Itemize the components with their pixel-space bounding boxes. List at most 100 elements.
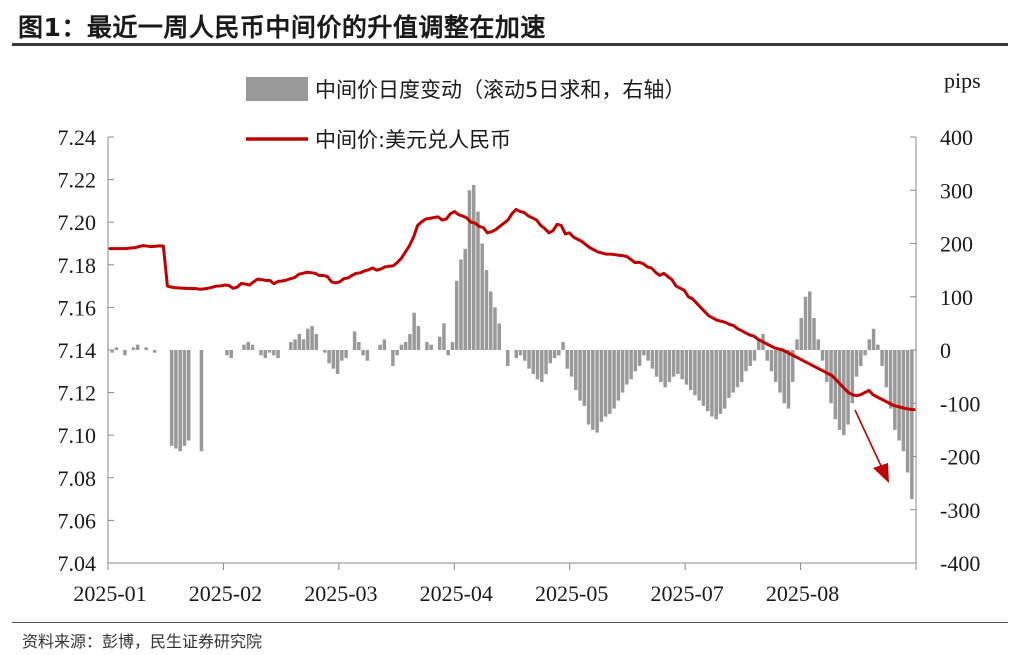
bar [731, 350, 735, 393]
bar [850, 350, 855, 404]
bar [871, 328, 876, 350]
bar [701, 350, 706, 406]
source-note: 资料来源：彭博，民生证券研究院 [22, 632, 263, 651]
left-tick-label: 7.06 [58, 508, 97, 533]
bar [791, 350, 795, 382]
bar [535, 350, 540, 380]
bar [893, 350, 897, 430]
bar [765, 350, 769, 361]
bar [697, 350, 701, 401]
bar [416, 326, 421, 350]
bar [846, 350, 850, 425]
x-tick-label: 2025-07 [650, 581, 723, 606]
right-tick-label: 0 [940, 338, 951, 363]
bar [595, 350, 599, 433]
bar [523, 350, 527, 361]
bar [642, 350, 646, 356]
bar [748, 350, 752, 366]
bar [293, 339, 297, 350]
bar [169, 350, 174, 446]
bar [680, 350, 684, 380]
bar [331, 350, 336, 369]
bar [616, 350, 621, 401]
bar [488, 291, 493, 350]
bar [854, 350, 859, 377]
right-tick-label: 300 [940, 178, 973, 203]
bar [272, 350, 276, 356]
bar [727, 350, 731, 398]
bar [769, 350, 774, 372]
bar [837, 350, 842, 430]
bar [693, 350, 697, 396]
left-tick-label: 7.04 [58, 551, 97, 576]
bar [442, 323, 446, 351]
bar [518, 350, 523, 356]
bar [646, 350, 650, 361]
bar [497, 323, 501, 351]
bar [799, 318, 804, 350]
bar [123, 350, 127, 356]
bar [744, 350, 748, 372]
bar [705, 350, 710, 412]
bar [710, 350, 714, 417]
x-tick-label: 2025-02 [189, 581, 262, 606]
bar [314, 334, 319, 350]
left-tick-label: 7.16 [58, 295, 97, 320]
bar [688, 350, 693, 390]
bar [135, 344, 140, 350]
right-tick-label: -100 [940, 391, 980, 416]
bar [905, 350, 910, 473]
bar [867, 339, 872, 350]
bar [323, 350, 327, 353]
right-axis: 400 300 200 100 0 -100 -200 -300 -400 pips [910, 68, 981, 576]
bar [463, 248, 467, 350]
bar [259, 350, 263, 356]
bar [544, 350, 548, 374]
legend-bar-label: 中间价日度变动（滚动5日求和，右轴） [315, 78, 685, 102]
x-tick-label: 2025-04 [420, 581, 493, 606]
line-series [108, 207, 916, 412]
bar [620, 350, 625, 393]
bar [910, 350, 914, 500]
bar [633, 350, 638, 372]
bar [803, 296, 808, 350]
bar [901, 350, 906, 452]
left-tick-label: 7.08 [58, 466, 97, 491]
bar [276, 350, 280, 358]
bar [178, 350, 182, 452]
right-tick-label: -300 [940, 498, 980, 523]
left-tick-label: 7.24 [58, 125, 97, 150]
bar [412, 312, 416, 350]
bar [820, 350, 825, 361]
bar-series [110, 184, 914, 500]
bar [437, 336, 442, 350]
bar [467, 190, 472, 350]
bar [186, 350, 191, 441]
bar [667, 350, 672, 382]
x-tick-label: 2025-03 [304, 581, 377, 606]
bar [399, 344, 404, 350]
bar [548, 350, 553, 364]
line-path [108, 207, 916, 412]
bar [795, 339, 799, 350]
annotation-arrow-shaft [854, 409, 883, 469]
bar [459, 259, 463, 350]
bar [352, 331, 357, 350]
bar [527, 350, 531, 369]
title-underline [12, 43, 1008, 46]
bar [408, 334, 412, 350]
bar [395, 350, 399, 356]
bar [565, 350, 570, 369]
bar [267, 350, 272, 353]
bar [310, 326, 314, 350]
bar [552, 350, 557, 358]
annotation-arrow-head [873, 463, 889, 483]
bar [876, 344, 880, 350]
bar [888, 350, 893, 409]
bar [586, 350, 591, 425]
bar [301, 339, 306, 350]
bar [152, 350, 157, 353]
bar [582, 350, 587, 406]
bar [225, 350, 229, 356]
bar [471, 184, 476, 350]
